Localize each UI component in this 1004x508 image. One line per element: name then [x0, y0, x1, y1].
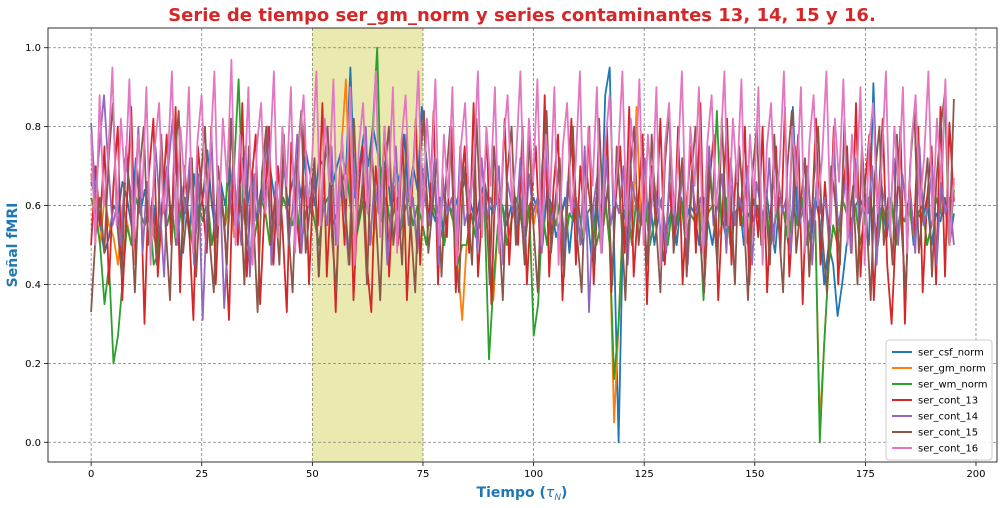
x-tick-label: 75	[417, 469, 430, 480]
x-tick-label: 100	[524, 469, 543, 480]
legend-label: ser_gm_norm	[918, 364, 986, 375]
legend: ser_csf_norm ser_gm_norm ser_wm_norm ser_co…	[885, 339, 993, 461]
y-axis-ticks: 0.0 0.2 0.4 0.6 0.8 1.0	[25, 43, 48, 449]
series-line-ser-cont-16	[90, 58, 955, 266]
legend-label: ser_csf_norm	[918, 348, 984, 359]
x-tick-label: 25	[195, 469, 208, 480]
x-axis-label-close: )	[561, 485, 567, 501]
x-axis-label-symbol: τ	[546, 485, 555, 501]
chart-title: Serie de tiempo ser_gm_norm y series con…	[168, 5, 876, 26]
legend-label: ser_cont_15	[918, 428, 978, 439]
legend-box	[885, 339, 993, 461]
legend-label: ser_cont_16	[918, 444, 978, 455]
x-axis-ticks: 0 25 50 75 100 125 150 175 200	[88, 462, 986, 480]
x-tick-label: 50	[306, 469, 319, 480]
y-axis-label: Señal fMRI	[5, 203, 21, 288]
legend-label: ser_cont_14	[918, 412, 978, 423]
x-axis-label-subscript: N	[554, 493, 561, 503]
plot-area	[47, 27, 998, 463]
x-tick-label: 125	[635, 469, 654, 480]
x-tick-label: 150	[745, 469, 764, 480]
y-tick-label: 0.2	[25, 359, 41, 370]
x-axis-label-text: Tiempo (	[477, 485, 546, 501]
x-tick-label: 0	[88, 469, 94, 480]
x-axis-label: Tiempo (τN)	[477, 485, 568, 503]
x-tick-label: 200	[966, 469, 985, 480]
plot-frame	[47, 27, 998, 463]
y-tick-label: 0.4	[25, 280, 41, 291]
series-lines	[90, 46, 955, 444]
y-tick-label: 1.0	[25, 43, 41, 54]
legend-label: ser_cont_13	[918, 396, 978, 407]
y-tick-label: 0.6	[25, 201, 41, 212]
legend-label: ser_wm_norm	[918, 380, 988, 391]
y-tick-label: 0.0	[25, 438, 41, 449]
x-tick-label: 175	[856, 469, 875, 480]
y-tick-label: 0.8	[25, 122, 41, 133]
